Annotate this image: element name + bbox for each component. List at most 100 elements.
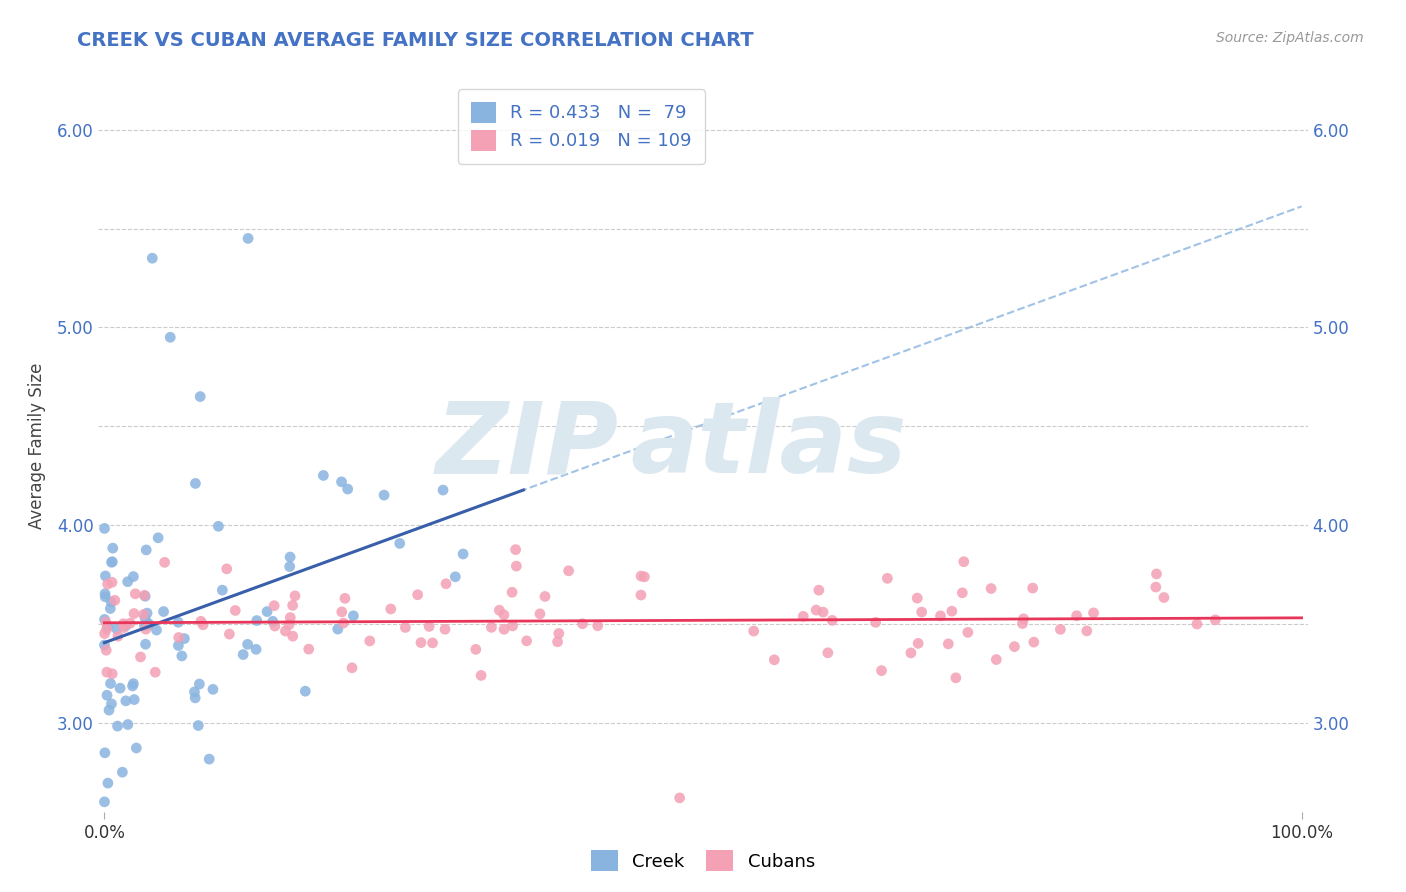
Point [422, 636, 444, 650]
Point [547, 634, 569, 648]
Legend: Creek, Cubans: Creek, Cubans [583, 843, 823, 879]
Point [668, 790, 690, 805]
Point [117, 574, 139, 589]
Point [952, 555, 974, 569]
Point [905, 591, 928, 606]
Point [1076, 624, 1098, 638]
Point [224, 603, 246, 617]
Point [418, 619, 440, 633]
Point [505, 559, 527, 574]
Point [1204, 613, 1226, 627]
Point [125, 741, 148, 756]
Point [817, 646, 839, 660]
Point [278, 559, 301, 574]
Point [388, 536, 411, 550]
Point [138, 616, 160, 631]
Point [432, 483, 454, 497]
Point [129, 650, 152, 665]
Point [188, 390, 211, 404]
Point [93, 521, 115, 535]
Y-axis label: Average Family Size: Average Family Size [28, 363, 45, 529]
Point [122, 692, 145, 706]
Point [464, 642, 486, 657]
Point [278, 617, 301, 632]
Point [980, 582, 1002, 596]
Point [1146, 566, 1168, 581]
Point [101, 575, 124, 590]
Point [256, 605, 278, 619]
Point [821, 613, 844, 627]
Point [100, 676, 122, 690]
Point [187, 718, 209, 732]
Point [807, 583, 830, 598]
Point [326, 622, 349, 636]
Point [211, 583, 233, 598]
Point [134, 589, 156, 603]
Point [236, 231, 259, 245]
Point [278, 549, 301, 564]
Point [122, 676, 145, 690]
Point [121, 679, 143, 693]
Point [1153, 591, 1175, 605]
Point [107, 629, 129, 643]
Point [167, 639, 190, 653]
Point [100, 555, 122, 569]
Point [98, 703, 121, 717]
Text: ZIP: ZIP [436, 398, 619, 494]
Point [111, 765, 134, 780]
Point [298, 642, 321, 657]
Point [117, 717, 139, 731]
Point [950, 586, 973, 600]
Point [124, 587, 146, 601]
Point [792, 609, 814, 624]
Point [409, 635, 432, 649]
Point [236, 637, 259, 651]
Point [278, 610, 301, 624]
Point [470, 668, 492, 682]
Point [547, 626, 569, 640]
Point [114, 694, 136, 708]
Point [633, 570, 655, 584]
Point [96, 622, 118, 636]
Point [406, 588, 429, 602]
Point [134, 611, 156, 625]
Point [865, 615, 887, 630]
Point [159, 330, 181, 344]
Point [907, 636, 929, 650]
Point [135, 637, 157, 651]
Point [94, 590, 117, 604]
Point [488, 603, 510, 617]
Point [941, 604, 963, 618]
Point [107, 719, 129, 733]
Point [108, 681, 131, 696]
Point [911, 605, 934, 619]
Point [101, 541, 124, 555]
Point [215, 562, 238, 576]
Point [936, 637, 959, 651]
Point [94, 746, 117, 760]
Point [1002, 640, 1025, 654]
Point [870, 664, 893, 678]
Point [93, 612, 115, 626]
Point [451, 547, 474, 561]
Point [342, 608, 364, 623]
Point [516, 633, 538, 648]
Point [132, 607, 155, 622]
Point [94, 569, 117, 583]
Text: CREEK VS CUBAN AVERAGE FAMILY SIZE CORRELATION CHART: CREEK VS CUBAN AVERAGE FAMILY SIZE CORRE… [77, 31, 754, 50]
Point [529, 607, 551, 621]
Point [122, 569, 145, 583]
Point [359, 634, 381, 648]
Point [274, 624, 297, 638]
Point [1022, 581, 1045, 595]
Point [557, 564, 579, 578]
Point [173, 632, 195, 646]
Point [1185, 617, 1208, 632]
Point [100, 697, 122, 711]
Point [145, 623, 167, 637]
Point [804, 603, 827, 617]
Point [312, 468, 335, 483]
Point [201, 682, 224, 697]
Point [101, 555, 124, 569]
Point [444, 570, 467, 584]
